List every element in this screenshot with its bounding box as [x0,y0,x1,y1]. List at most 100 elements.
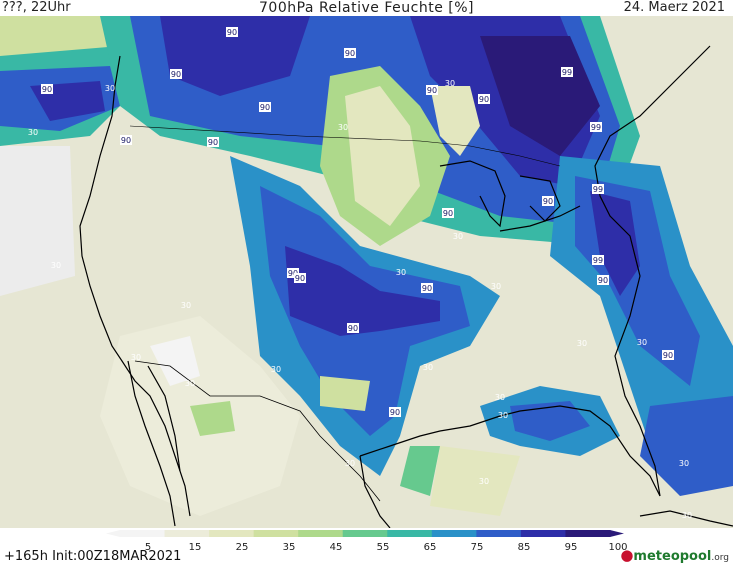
contour-label: 90 [41,84,53,94]
svg-text:90: 90 [260,103,270,112]
legend-swatch [298,530,344,537]
contour-label: 30 [445,79,455,88]
legend-min-arrow [106,530,120,537]
valid-date-label: 24. Maerz 2021 [623,0,725,15]
svg-text:30: 30 [345,459,355,468]
svg-text:30: 30 [105,84,115,93]
svg-text:30: 30 [498,411,508,420]
contour-label: 30 [28,128,38,137]
contour-label: 30 [396,268,406,277]
contour-label: 90 [294,273,306,283]
legend-tick-label: 95 [565,542,578,553]
svg-text:30: 30 [679,459,689,468]
color-legend: 5 15 25 35 45 55 65 75 85 95 100 [0,528,733,566]
logo-tld: .org [711,553,729,563]
legend-swatch [120,530,166,537]
contour-label: 90 [478,94,490,104]
svg-text:30: 30 [682,511,692,520]
svg-text:90: 90 [121,136,131,145]
legend-swatch [565,530,611,537]
contour-label: 90 [287,268,299,278]
contour-label: 90 [662,350,674,360]
contour-label: 30 [338,123,348,132]
legend-swatch [253,530,299,537]
contour-label: 30 [271,365,281,374]
svg-text:30: 30 [445,79,455,88]
svg-text:99: 99 [591,123,601,132]
svg-text:90: 90 [348,324,358,333]
contour-label: 90 [207,137,219,147]
run-time-label: ???, 22Uhr [2,0,71,15]
forecast-init-label: +165h Init:00Z18MAR2021 [4,549,182,564]
legend-tick-label: 15 [189,542,202,553]
contour-label: 90 [347,323,359,333]
svg-text:90: 90 [288,269,298,278]
contour-label: 30 [51,261,61,270]
contour-label: 90 [542,196,554,206]
contour-label: 30 [637,338,647,347]
legend-tick-label: 35 [283,542,296,553]
svg-text:30: 30 [131,353,141,362]
legend-tick-label: 55 [377,542,390,553]
legend-tick-label: 45 [330,542,343,553]
svg-text:90: 90 [345,49,355,58]
svg-text:90: 90 [390,408,400,417]
svg-text:30: 30 [479,477,489,486]
contour-labels: 9090309090309090309099909930909099903030… [28,27,692,520]
contour-label: 90 [170,69,182,79]
contour-label: 30 [131,353,141,362]
contour-label: 90 [426,85,438,95]
svg-text:30: 30 [453,232,463,241]
svg-text:30: 30 [338,123,348,132]
contour-label: 30 [181,301,191,310]
legend-tick-label: 85 [518,542,531,553]
svg-text:30: 30 [51,261,61,270]
legend-max-arrow [610,530,624,537]
svg-text:90: 90 [208,138,218,147]
contour-label: 90 [226,27,238,37]
svg-text:90: 90 [427,86,437,95]
legend-tick-label: 75 [471,542,484,553]
svg-text:90: 90 [663,351,673,360]
svg-text:30: 30 [491,282,501,291]
contour-label: 30 [345,459,355,468]
svg-text:90: 90 [42,85,52,94]
contour-label: 99 [590,122,602,132]
borders-and-coastlines [79,45,733,528]
map-title: 700hPa Relative Feuchte [%] [259,0,474,16]
svg-text:30: 30 [577,339,587,348]
contour-label: 30 [105,84,115,93]
legend-tick-label: 25 [236,542,249,553]
contour-label: 90 [442,208,454,218]
svg-text:99: 99 [593,256,603,265]
contour-label: 90 [344,48,356,58]
legend-swatch [209,530,255,537]
legend-swatch [342,530,388,537]
svg-text:99: 99 [562,68,572,77]
svg-text:30: 30 [637,338,647,347]
contour-label: 30 [682,511,692,520]
legend-swatch [476,530,522,537]
svg-text:90: 90 [227,28,237,37]
svg-text:90: 90 [443,209,453,218]
legend-tick-label: 5 [145,542,151,553]
contour-label: 90 [259,102,271,112]
svg-text:30: 30 [495,393,505,402]
svg-text:30: 30 [423,363,433,372]
humidity-field [0,16,733,516]
legend-tick-label: 65 [424,542,437,553]
logo-text: meteopool [633,549,712,564]
contour-label: 90 [421,283,433,293]
contour-label: 30 [495,393,505,402]
meteopool-logo[interactable]: ●meteopool.org [620,546,729,564]
svg-text:30: 30 [181,301,191,310]
contour-label: 30 [498,411,508,420]
contour-label: 90 [389,407,401,417]
contour-label: 90 [120,135,132,145]
svg-text:90: 90 [422,284,432,293]
contour-label: 30 [491,282,501,291]
legend-tick-label: 100 [608,542,627,553]
humidity-map[interactable]: 90 90 30 90 90 30 90 90 30 90 99 90 99 30 90 90 99 90 30 30… [0,16,733,528]
svg-text:90: 90 [171,70,181,79]
legend-swatch [431,530,477,537]
